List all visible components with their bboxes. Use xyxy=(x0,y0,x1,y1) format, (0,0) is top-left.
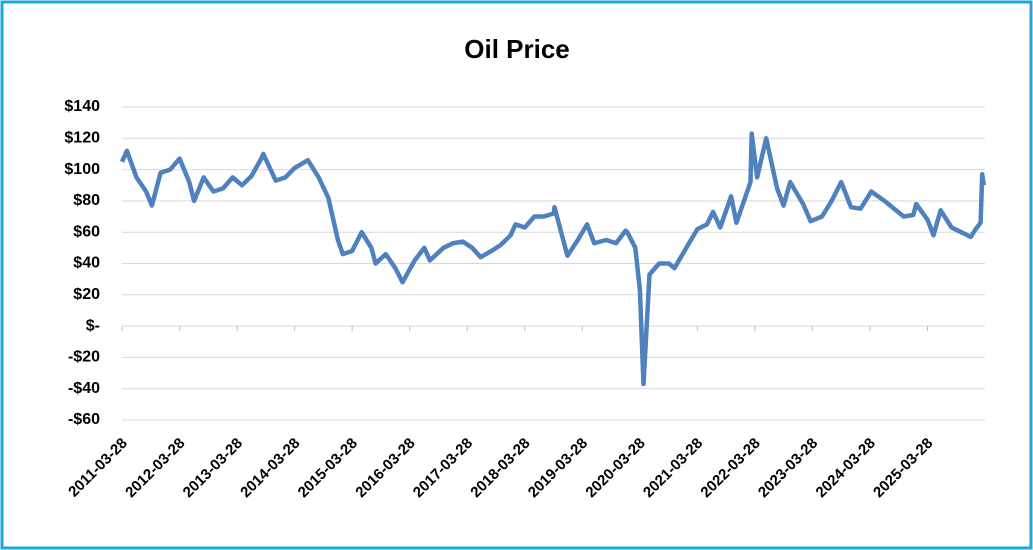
y-tick-label: -$40 xyxy=(68,380,100,397)
y-tick-label: $100 xyxy=(64,161,100,178)
y-tick-label: $40 xyxy=(73,255,100,272)
y-tick-label: -$60 xyxy=(68,411,100,428)
data-line xyxy=(119,131,986,387)
y-tick-label: $- xyxy=(86,317,100,334)
y-tick-label: $120 xyxy=(64,130,100,147)
y-tick-label: -$20 xyxy=(68,349,100,366)
y-tick-label: $20 xyxy=(73,286,100,303)
chart-title: Oil Price xyxy=(464,34,570,64)
y-tick-label: $80 xyxy=(73,192,100,209)
y-tick-label: $60 xyxy=(73,223,100,240)
y-tick-label: $140 xyxy=(64,98,100,115)
